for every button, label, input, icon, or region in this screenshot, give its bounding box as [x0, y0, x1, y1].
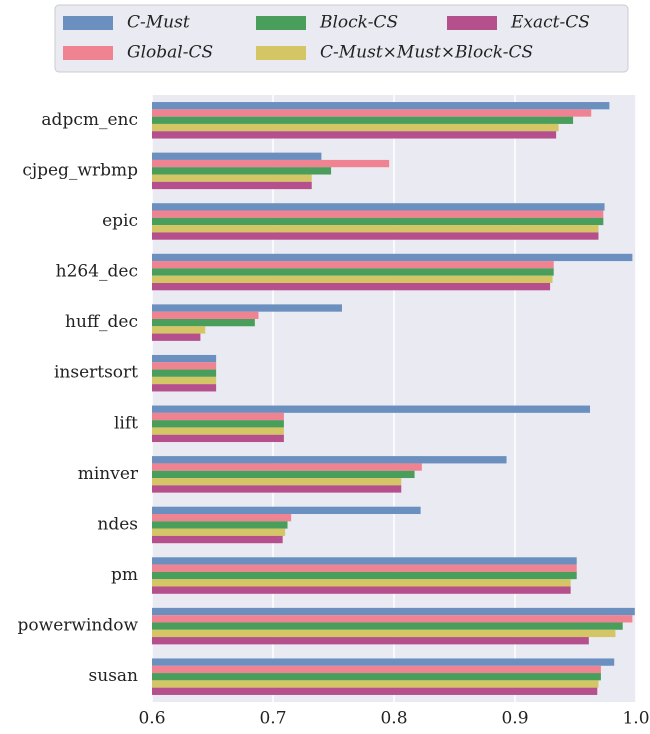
bar	[152, 311, 259, 319]
bar	[152, 268, 554, 276]
bar	[152, 521, 288, 529]
bar	[152, 159, 390, 168]
bar	[152, 637, 589, 645]
bar	[152, 658, 615, 666]
y-tick-label: adpcm_enc	[41, 110, 138, 130]
bar	[152, 478, 402, 486]
bar	[152, 456, 507, 464]
bar	[152, 318, 255, 327]
legend-swatch	[256, 16, 306, 30]
bar	[152, 629, 616, 638]
legend-swatch	[63, 16, 113, 30]
bar	[152, 564, 577, 572]
bar	[152, 434, 284, 443]
bar	[152, 680, 599, 688]
bar	[152, 528, 286, 536]
bar	[152, 535, 283, 544]
bar	[152, 102, 610, 110]
legend-swatch	[63, 46, 113, 60]
bar	[152, 225, 599, 233]
bar	[152, 420, 284, 428]
bar	[152, 384, 217, 392]
bar	[152, 275, 553, 283]
x-tick-label: 0.9	[501, 709, 528, 729]
legend-label: C-Must	[127, 13, 190, 33]
y-tick-label: lift	[114, 413, 138, 433]
bar	[152, 485, 402, 493]
bar	[152, 326, 206, 334]
bar	[152, 607, 635, 616]
bar	[152, 131, 557, 139]
bar	[152, 261, 554, 269]
y-tick-label: cjpeg_wrbmp	[22, 160, 138, 180]
bar	[152, 152, 322, 160]
bar	[152, 174, 312, 182]
bar	[152, 203, 605, 211]
y-tick-label: h264_dec	[56, 262, 138, 282]
y-tick-label: minver	[78, 464, 139, 484]
bar	[152, 557, 577, 565]
y-tick-label: insertsort	[54, 363, 138, 383]
y-tick-label: susan	[89, 666, 139, 686]
bar	[152, 333, 201, 341]
bar	[152, 217, 604, 226]
bar	[152, 116, 574, 124]
bar	[152, 427, 284, 435]
legend-swatch	[447, 16, 497, 30]
y-tick-label: huff_dec	[65, 312, 138, 332]
y-tick-label: epic	[102, 211, 138, 231]
bar	[152, 687, 598, 695]
bar	[152, 586, 571, 594]
y-tick-label: ndes	[97, 514, 138, 534]
x-tick-label: 0.8	[380, 709, 407, 729]
legend-label: C-Must×Must×Block-CS	[320, 43, 533, 63]
bar	[152, 123, 559, 132]
bar	[152, 232, 599, 240]
bar	[152, 362, 217, 370]
bar	[152, 282, 551, 291]
bar	[152, 376, 217, 385]
y-tick-label: pm	[111, 565, 138, 585]
bar	[152, 354, 217, 363]
bar	[152, 506, 421, 515]
bar	[152, 615, 633, 623]
legend-label: Exact-CS	[510, 13, 590, 33]
bar	[152, 579, 571, 587]
y-tick-label: powerwindow	[18, 616, 139, 636]
legend-label: Block-CS	[319, 13, 398, 33]
bar	[152, 514, 292, 522]
bar	[152, 181, 312, 190]
bar	[152, 412, 284, 421]
bar	[152, 405, 591, 413]
bar	[152, 167, 332, 175]
bar	[152, 571, 577, 580]
x-tick-label: 1.0	[622, 709, 649, 729]
bar	[152, 109, 592, 117]
x-tick-label: 0.6	[138, 709, 165, 729]
bar	[152, 673, 601, 681]
bar	[152, 665, 601, 674]
bar	[152, 253, 633, 262]
bar	[152, 470, 415, 479]
bar	[152, 210, 604, 218]
x-tick-label: 0.7	[259, 709, 286, 729]
bar	[152, 463, 422, 471]
bar	[152, 304, 342, 312]
legend-label: Global-CS	[127, 43, 213, 63]
bar	[152, 369, 217, 377]
legend-swatch	[256, 46, 306, 60]
bar	[152, 622, 623, 630]
